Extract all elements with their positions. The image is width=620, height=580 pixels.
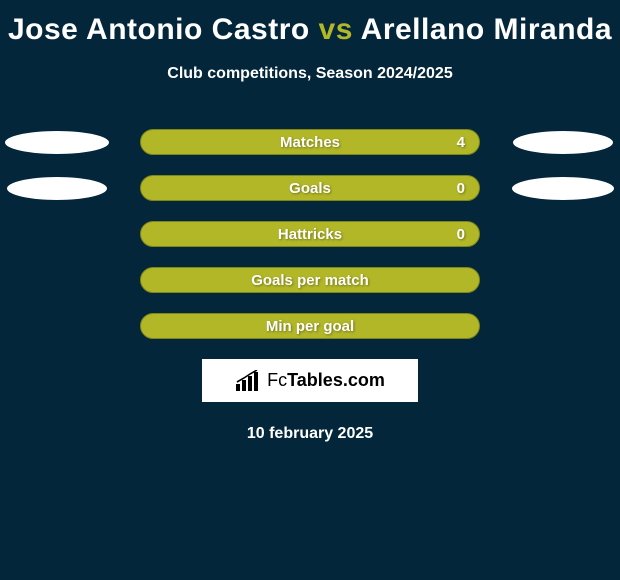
left-ellipse-icon [5, 131, 109, 154]
stat-row-matches: Matches 4 [0, 129, 620, 155]
stat-row-hattricks: Hattricks 0 [0, 221, 620, 247]
stat-label: Matches [280, 134, 340, 151]
stat-label: Goals [289, 180, 331, 197]
right-ellipse-icon [513, 131, 613, 154]
brand-prefix: Fc [267, 370, 287, 390]
stats-card: Jose Antonio Castro vs Arellano Miranda … [0, 0, 620, 443]
date-text: 10 february 2025 [0, 425, 620, 443]
brand-chart-icon [235, 370, 261, 392]
stat-value: 0 [457, 226, 465, 243]
stat-value: 0 [457, 180, 465, 197]
left-ellipse-wrap [2, 131, 112, 154]
stat-bar: Min per goal [140, 313, 480, 339]
left-ellipse-icon [7, 177, 107, 200]
stat-label: Goals per match [251, 272, 369, 289]
stat-bar: Hattricks 0 [140, 221, 480, 247]
title: Jose Antonio Castro vs Arellano Miranda [0, 13, 620, 47]
right-ellipse-wrap [508, 177, 618, 200]
stat-bar: Matches 4 [140, 129, 480, 155]
brand-badge[interactable]: FcTables.com [202, 359, 418, 402]
brand-text: FcTables.com [267, 370, 385, 391]
vs-text: vs [319, 13, 353, 46]
stat-row-goals: Goals 0 [0, 175, 620, 201]
right-ellipse-icon [512, 177, 614, 200]
stat-label: Hattricks [278, 226, 342, 243]
subtitle: Club competitions, Season 2024/2025 [0, 65, 620, 83]
stat-bar: Goals per match [140, 267, 480, 293]
brand-suffix: Tables.com [287, 370, 385, 390]
stat-row-min-per-goal: Min per goal [0, 313, 620, 339]
stat-bar: Goals 0 [140, 175, 480, 201]
left-ellipse-wrap [2, 177, 112, 200]
stat-value: 4 [457, 134, 465, 151]
player1-name: Jose Antonio Castro [8, 13, 310, 46]
player2-name: Arellano Miranda [361, 13, 612, 46]
stat-label: Min per goal [266, 318, 354, 335]
right-ellipse-wrap [508, 131, 618, 154]
stat-row-goals-per-match: Goals per match [0, 267, 620, 293]
